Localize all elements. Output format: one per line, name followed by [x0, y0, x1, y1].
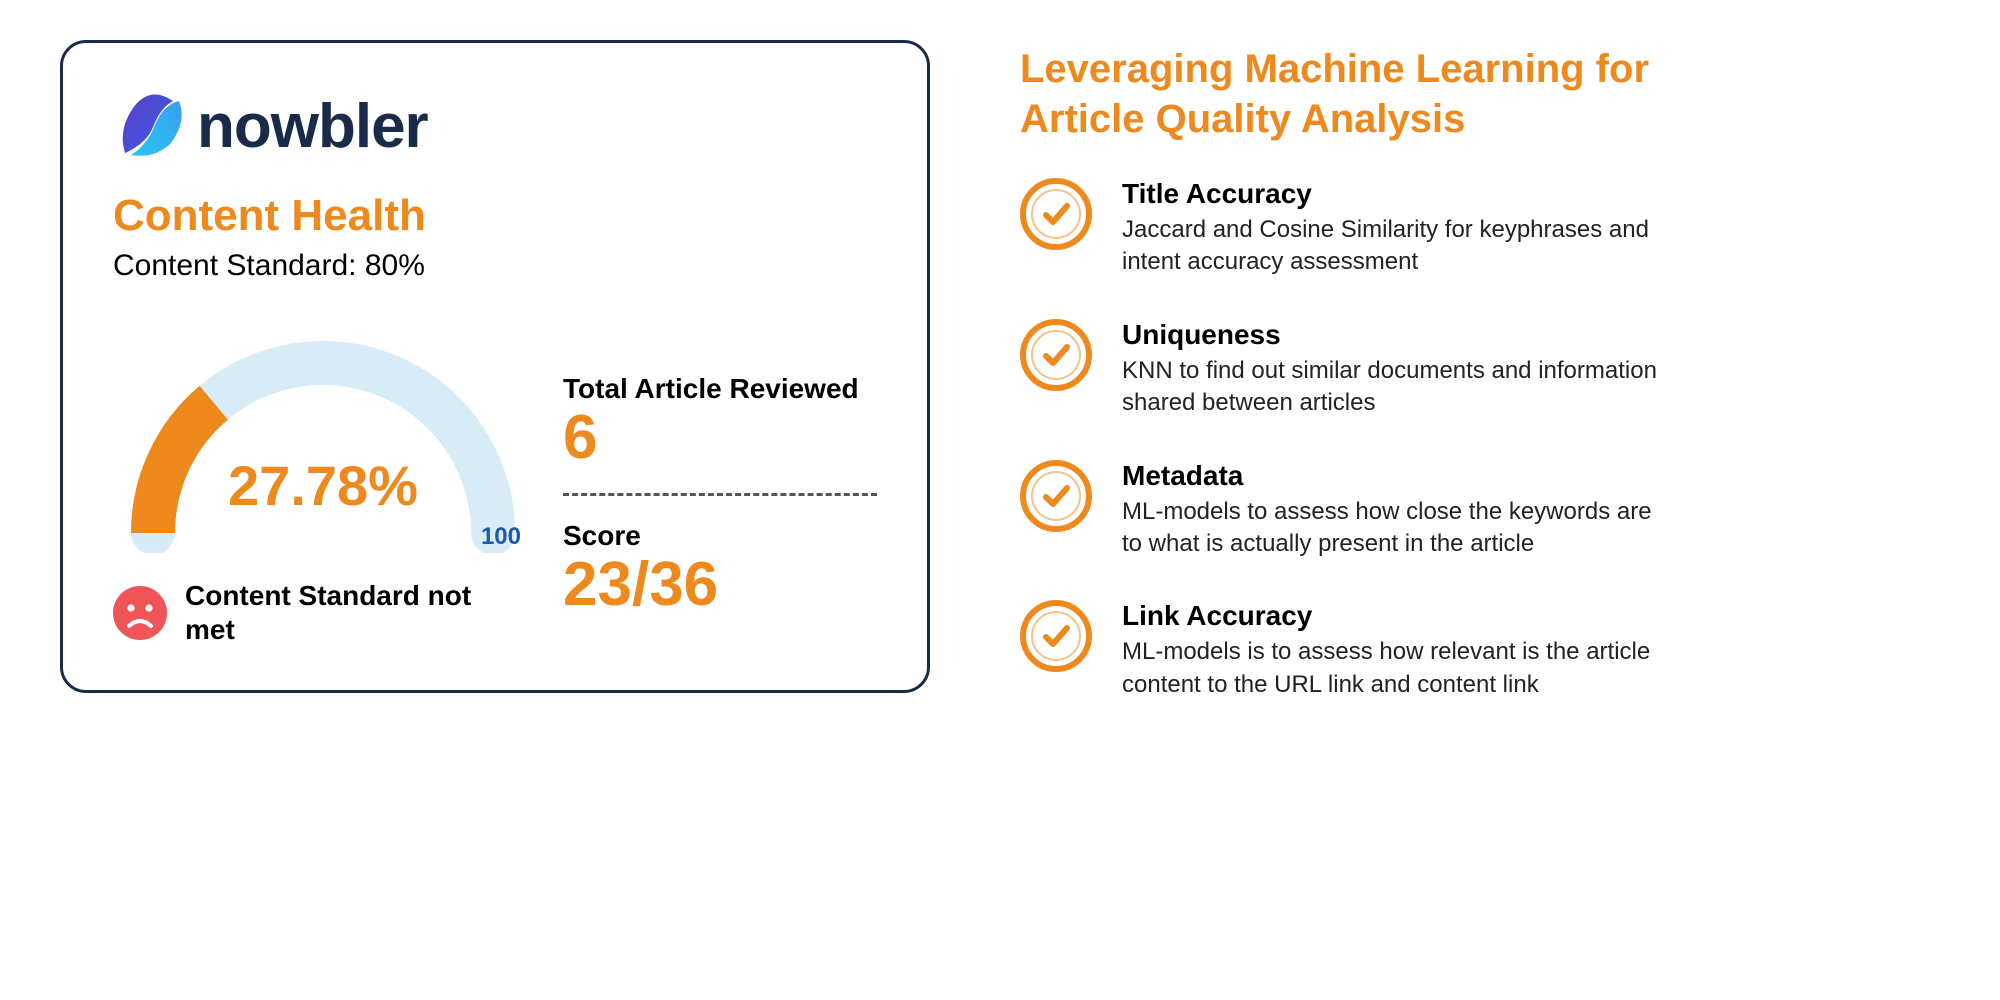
status-text: Content Standard not met [185, 579, 485, 646]
gauge-percent: 27.78% [113, 453, 533, 518]
check-badge-icon [1020, 600, 1092, 672]
stats-column: Total Article Reviewed 6 Score 23/36 [563, 313, 877, 616]
score-value: 23/36 [563, 554, 877, 616]
feature-desc: Jaccard and Cosine Similarity for keyphr… [1122, 214, 1662, 279]
feature-title: Uniqueness [1122, 319, 1662, 351]
stats-divider [563, 493, 877, 496]
logo-text: nowbler [197, 91, 428, 162]
feature-desc: ML-models is to assess how relevant is t… [1122, 636, 1662, 701]
feature-title: Title Accuracy [1122, 178, 1662, 210]
feature-desc: KNN to find out similar documents and in… [1122, 355, 1662, 420]
content-standard-value: 80% [365, 249, 425, 282]
feature-item: Title Accuracy Jaccard and Cosine Simila… [1020, 178, 1940, 279]
feature-title: Link Accuracy [1122, 600, 1662, 632]
ml-features-section: Leveraging Machine Learning for Article … [1020, 40, 1940, 741]
reviewed-label: Total Article Reviewed [563, 373, 877, 405]
section-title: Content Health [113, 191, 877, 241]
check-badge-icon [1020, 460, 1092, 532]
logo: nowbler [113, 87, 877, 165]
gauge-max-label: 100 [481, 523, 521, 551]
feature-item: Link Accuracy ML-models is to assess how… [1020, 600, 1940, 701]
logo-mark-icon [113, 87, 191, 165]
feature-item: Metadata ML-models to assess how close t… [1020, 460, 1940, 561]
check-badge-icon [1020, 319, 1092, 391]
ml-heading: Leveraging Machine Learning for Article … [1020, 44, 1720, 144]
sad-face-icon [113, 586, 167, 640]
feature-item: Uniqueness KNN to find out similar docum… [1020, 319, 1940, 420]
content-standard-line: Content Standard: 80% [113, 249, 877, 283]
content-standard-label: Content Standard: [113, 249, 357, 282]
reviewed-value: 6 [563, 407, 877, 469]
check-badge-icon [1020, 178, 1092, 250]
score-label: Score [563, 520, 877, 552]
status-row: Content Standard not met [113, 579, 533, 646]
feature-title: Metadata [1122, 460, 1662, 492]
health-gauge: 27.78% 100 [113, 313, 533, 553]
feature-desc: ML-models to assess how close the keywor… [1122, 496, 1662, 561]
content-health-card: nowbler Content Health Content Standard:… [60, 40, 930, 693]
